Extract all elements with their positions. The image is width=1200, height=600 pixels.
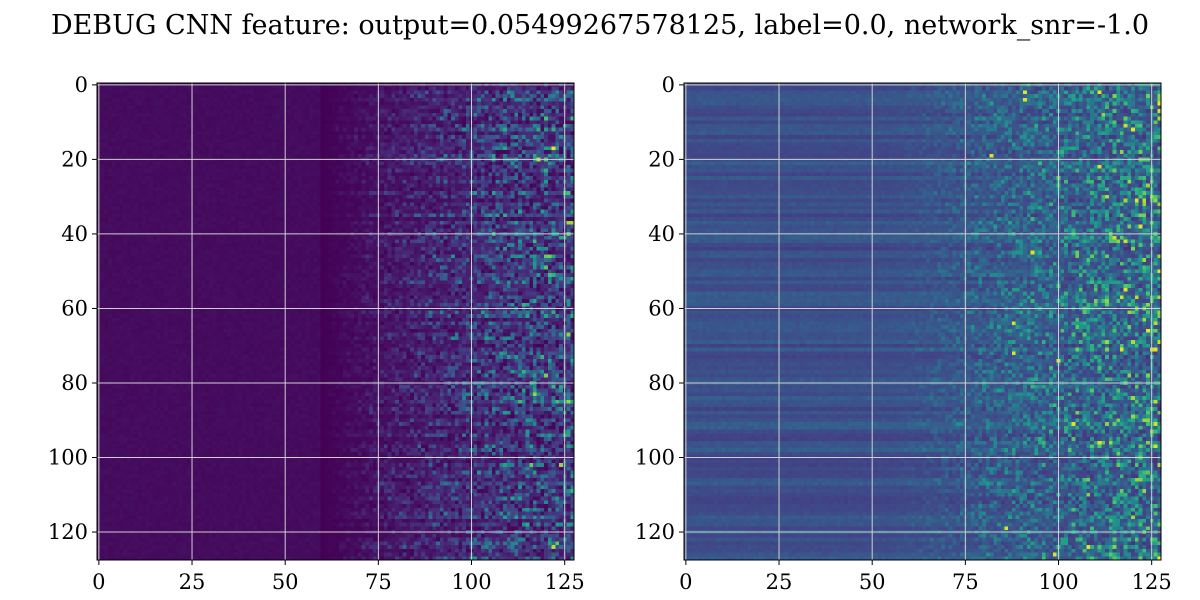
heatmap-image [684, 83, 1161, 560]
x-tick-label: 0 [92, 570, 105, 594]
y-tick-label: 100 [48, 446, 88, 470]
x-tick-label: 75 [365, 570, 392, 594]
heatmap-panel-2: 0 25 50 75 100 125 0 20 40 60 80 100 120 [635, 73, 1172, 594]
x-tick-label: 50 [859, 570, 886, 594]
heatmap-panel-1: 0 25 50 75 100 125 0 20 40 60 80 100 120 [48, 73, 585, 594]
x-tick-label: 100 [451, 570, 491, 594]
y-tick-label: 120 [635, 520, 675, 544]
x-tick-label: 25 [179, 570, 206, 594]
y-tick-label: 60 [648, 296, 675, 320]
y-tick-label: 40 [648, 222, 675, 246]
axes-frame [96, 82, 575, 561]
y-tick-label: 0 [75, 73, 88, 97]
y-tick-label: 60 [61, 296, 88, 320]
y-tick-label: 80 [648, 371, 675, 395]
x-tick-label: 100 [1038, 570, 1078, 594]
y-tick-label: 0 [662, 73, 675, 97]
x-tick-label: 125 [545, 570, 585, 594]
x-tick-label: 50 [272, 570, 299, 594]
y-tick-label: 100 [635, 446, 675, 470]
x-tick-label: 125 [1132, 570, 1172, 594]
x-tick-label: 0 [679, 570, 692, 594]
y-tick-label: 40 [61, 222, 88, 246]
y-tick-label: 20 [61, 147, 88, 171]
heatmap-image [97, 83, 574, 560]
y-tick-label: 20 [648, 147, 675, 171]
x-tick-label: 75 [952, 570, 979, 594]
figure-title: DEBUG CNN feature: output=0.054992675781… [51, 10, 1149, 41]
y-tick-label: 80 [61, 371, 88, 395]
axes-frame [683, 82, 1162, 561]
x-tick-label: 25 [766, 570, 793, 594]
y-tick-label: 120 [48, 520, 88, 544]
